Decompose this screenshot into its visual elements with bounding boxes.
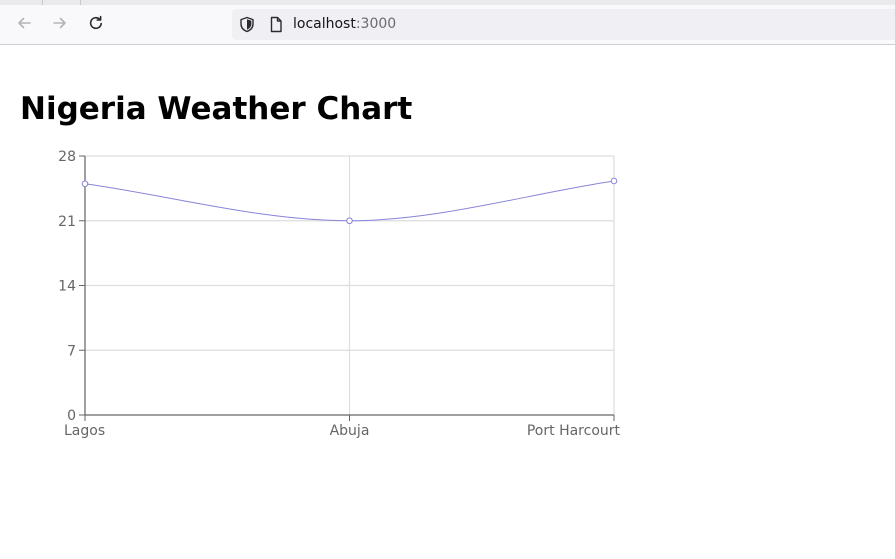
y-tick-label: 7	[67, 343, 76, 359]
reload-button[interactable]	[85, 12, 107, 34]
tab-divider	[80, 0, 81, 5]
y-tick-label: 0	[67, 408, 76, 424]
forward-button[interactable]	[49, 12, 71, 34]
back-button[interactable]	[13, 12, 35, 34]
y-tick-label: 14	[58, 279, 76, 295]
address-bar[interactable]: localhost:3000	[232, 9, 895, 40]
data-point	[610, 177, 618, 185]
chart-grid	[84, 155, 615, 415]
browser-toolbar: localhost:3000	[0, 0, 895, 45]
chart-series	[81, 177, 618, 225]
data-point	[81, 180, 89, 188]
tab-divider	[42, 0, 43, 5]
url-host: localhost	[293, 16, 356, 32]
page-icon[interactable]	[268, 16, 284, 33]
shield-icon[interactable]	[239, 16, 255, 33]
x-tick-label: Port Harcourt	[527, 423, 621, 439]
url-text[interactable]: localhost:3000	[293, 16, 396, 33]
y-tick-label: 28	[58, 149, 76, 165]
y-tick-label: 21	[58, 214, 76, 230]
x-tick-label: Abuja	[330, 423, 370, 439]
data-point	[346, 217, 353, 225]
chart-axes: 0 7 14 21 28 Lagos Abuja Port Harcourt	[58, 149, 620, 439]
reload-icon	[89, 15, 102, 30]
url-port: :3000	[355, 16, 397, 32]
tab-strip	[0, 0, 895, 5]
forward-arrow-icon	[53, 17, 66, 29]
back-arrow-icon	[18, 17, 31, 29]
x-tick-label: Lagos	[64, 423, 105, 439]
page-title: Nigeria Weather Chart	[20, 91, 413, 127]
